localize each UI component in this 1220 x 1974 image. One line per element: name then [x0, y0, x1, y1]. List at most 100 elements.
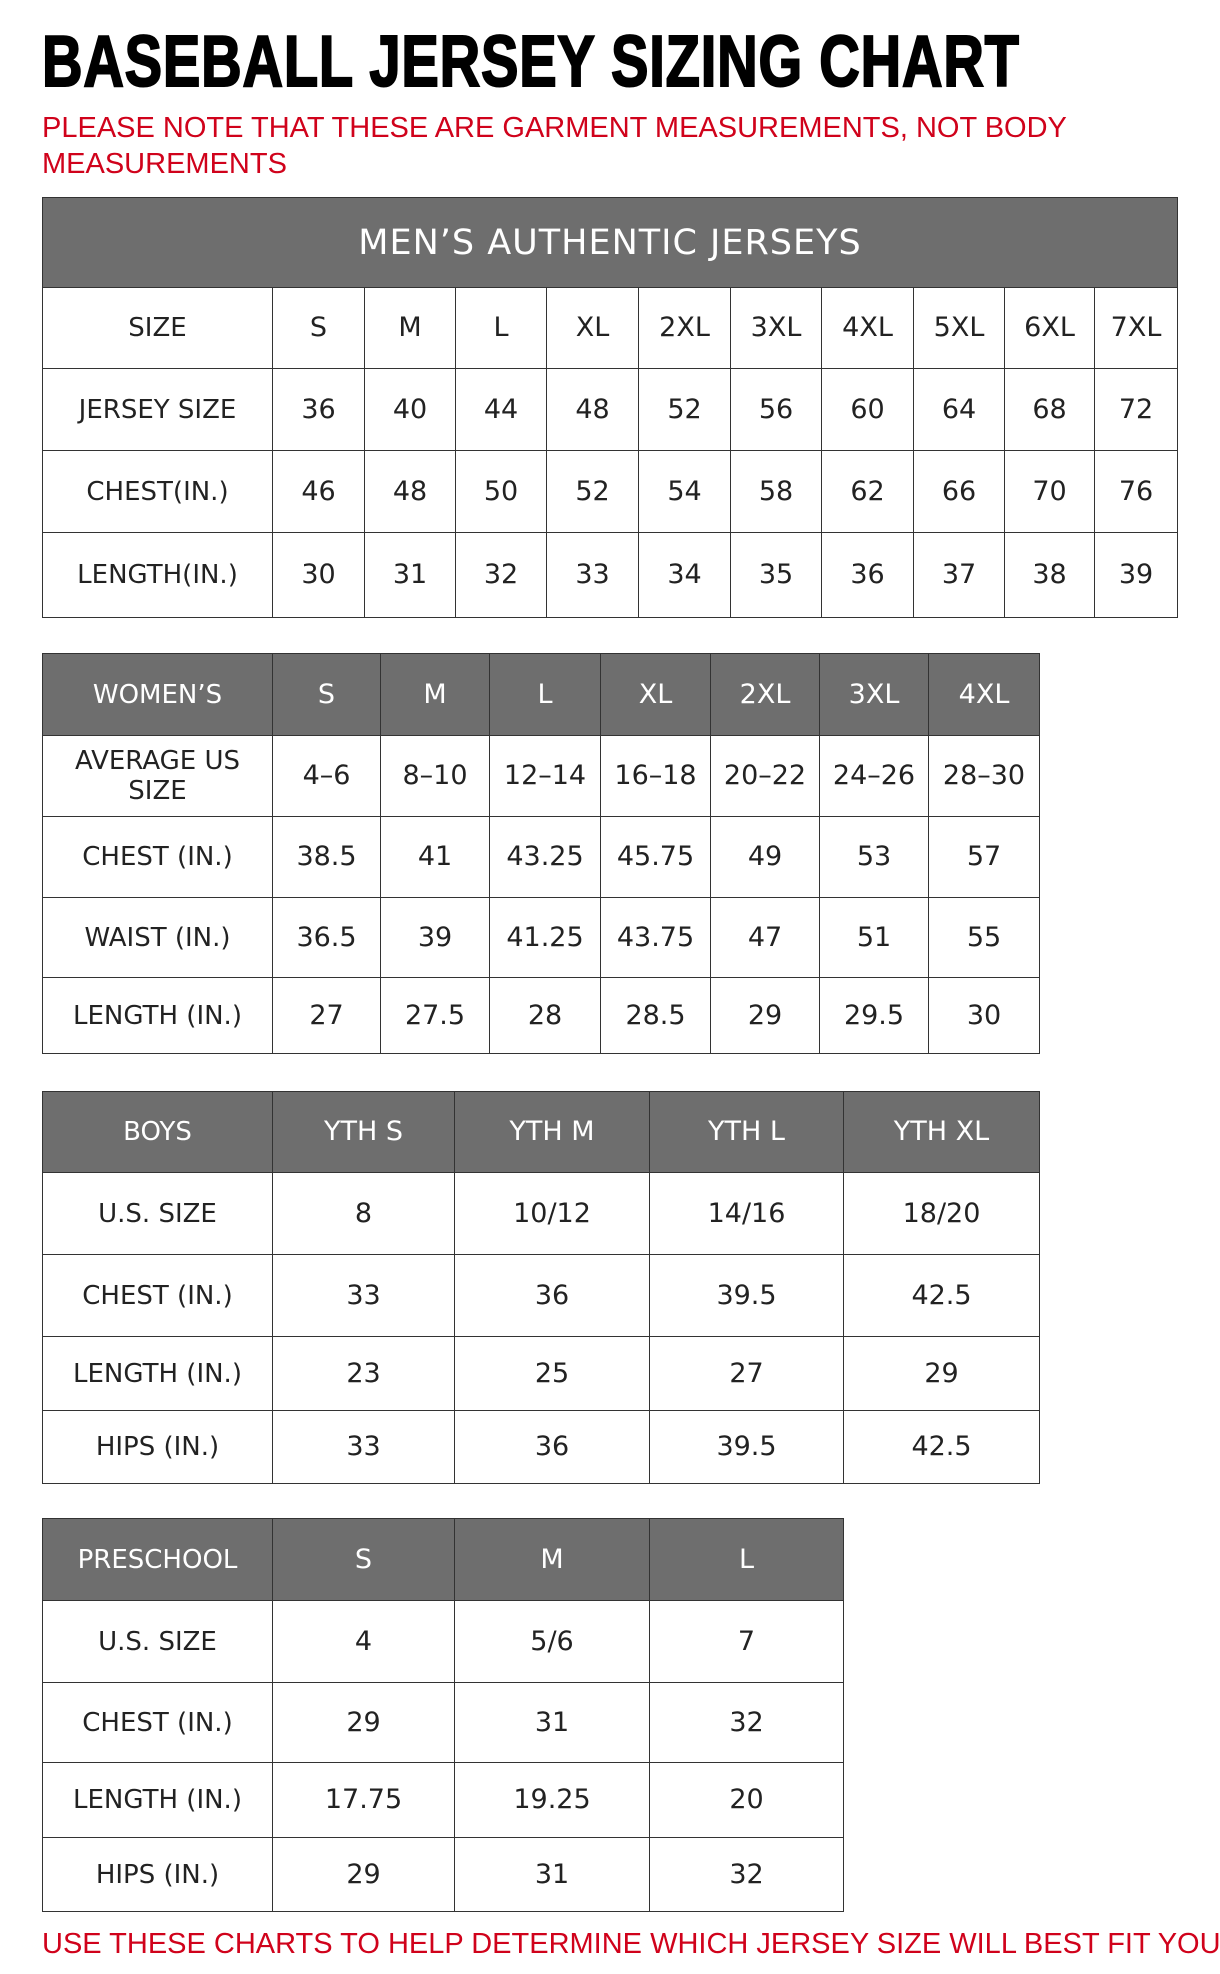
size-header-cell: 2XL [710, 653, 820, 736]
table-cell: 43.25 [489, 816, 601, 898]
page-title: BASEBALL JERSEY SIZING CHART [41, 22, 1020, 102]
garment-measurement-note: PLEASE NOTE THAT THESE ARE GARMENT MEASU… [42, 112, 1067, 180]
table-cell: 33 [546, 532, 639, 618]
size-header-cell: 2XL [638, 287, 731, 369]
table-cell: 38 [1004, 532, 1095, 618]
table-cell: 8–10 [380, 735, 490, 817]
table-cell: 76 [1093, 450, 1179, 533]
row-label-cell: LENGTH (IN.) [42, 1762, 273, 1838]
size-header-cell: 7XL [1093, 287, 1179, 369]
table-cell: 10/12 [454, 1172, 650, 1255]
table-row: LENGTH(IN.) 30 31 32 33 34 35 36 37 38 39 [42, 532, 1179, 618]
size-header-cell: M [380, 653, 490, 736]
size-header-cell: XL [600, 653, 711, 736]
row-label-cell: LENGTH (IN.) [42, 977, 273, 1054]
table-cell: 36 [454, 1254, 650, 1337]
size-header-cell: L [649, 1518, 844, 1601]
table-cell: 30 [272, 532, 365, 618]
table-cell: 27 [272, 977, 381, 1054]
table-cell: 5/6 [454, 1600, 650, 1683]
table-cell: 24–26 [819, 735, 929, 817]
table-cell: 20–22 [710, 735, 820, 817]
table-cell: 36 [454, 1410, 650, 1484]
table-cell: 28 [489, 977, 601, 1054]
table-caption-row: MEN’S AUTHENTIC JERSEYS [41, 197, 1179, 288]
table-cell: 25 [454, 1336, 650, 1411]
size-header-cell: L [489, 653, 601, 736]
table-cell: 31 [364, 532, 456, 618]
row-label-cell: HIPS (IN.) [42, 1410, 273, 1484]
size-header-cell: S [272, 287, 365, 369]
table-cell: 33 [272, 1410, 455, 1484]
table-cell: 49 [710, 816, 820, 898]
table-cell: 31 [454, 1682, 650, 1763]
table-cell: 39 [380, 897, 490, 978]
table-row: HIPS (IN.) 29 31 32 [42, 1837, 844, 1912]
table-row: CHEST (IN.) 38.5 41 43.25 45.75 49 53 57 [42, 816, 1040, 898]
row-label-cell: CHEST (IN.) [42, 1254, 273, 1337]
size-header-cell: 4XL [821, 287, 914, 369]
table-cell: 27 [649, 1336, 844, 1411]
table-cell: 27.5 [380, 977, 490, 1054]
table-cell: 7 [649, 1600, 844, 1683]
table-cell: 18/20 [843, 1172, 1040, 1255]
table-header-row: BOYS YTH S YTH M YTH L YTH XL [42, 1091, 1040, 1173]
table-row: AVERAGE US SIZE 4–6 8–10 12–14 16–18 20–22 24–… [42, 735, 1040, 817]
row-label-cell: LENGTH(IN.) [42, 532, 273, 618]
table-cell: 36.5 [272, 897, 381, 978]
size-header-cell: 3XL [730, 287, 822, 369]
size-header-cell: YTH L [649, 1091, 844, 1173]
row-label-cell: WAIST (IN.) [42, 897, 273, 978]
size-header-cell: S [272, 653, 381, 736]
row-label-cell: LENGTH (IN.) [42, 1336, 273, 1411]
table-row: CHEST (IN.) 29 31 32 [42, 1682, 844, 1763]
table-cell: 41 [380, 816, 490, 898]
table-cell: 66 [913, 450, 1005, 533]
table-cell: 29 [272, 1682, 455, 1763]
table-cell: 29.5 [819, 977, 929, 1054]
size-header-cell: 6XL [1004, 287, 1095, 369]
table-cell: 51 [819, 897, 929, 978]
table-cell: 16–18 [600, 735, 711, 817]
table-cell: 35 [730, 532, 822, 618]
size-header-cell: 5XL [913, 287, 1005, 369]
table-cell: 52 [638, 368, 731, 451]
table-header-row: WOMEN’S S M L XL 2XL 3XL 4XL [42, 653, 1040, 736]
table-cell: 54 [638, 450, 731, 533]
table-row: LENGTH (IN.) 17.75 19.25 20 [42, 1762, 844, 1838]
size-header-cell: YTH M [454, 1091, 650, 1173]
table-cell: 23 [272, 1336, 455, 1411]
table-cell: 33 [272, 1254, 455, 1337]
table-row: U.S. SIZE 4 5/6 7 [42, 1600, 844, 1683]
table-cell: 58 [730, 450, 822, 533]
mens-authentic-jerseys-table: MEN’S AUTHENTIC JERSEYS SIZE S M L XL 2XL 3XL 4X… [41, 197, 1179, 618]
size-header-cell: M [364, 287, 456, 369]
table-cell: 38.5 [272, 816, 381, 898]
size-header-cell: L [455, 287, 547, 369]
row-label-cell: PRESCHOOL [42, 1518, 273, 1601]
size-header-cell: 3XL [819, 653, 929, 736]
table-cell: 29 [710, 977, 820, 1054]
table-cell: 48 [364, 450, 456, 533]
size-header-cell: S [272, 1518, 455, 1601]
table-row: HIPS (IN.) 33 36 39.5 42.5 [42, 1410, 1040, 1484]
table-cell: 36 [821, 532, 914, 618]
table-row: LENGTH (IN.) 23 25 27 29 [42, 1336, 1040, 1411]
table-cell: 12–14 [489, 735, 601, 817]
table-row: CHEST (IN.) 33 36 39.5 42.5 [42, 1254, 1040, 1337]
size-header-cell: YTH XL [843, 1091, 1040, 1173]
table-cell: 47 [710, 897, 820, 978]
table-cell: 17.75 [272, 1762, 455, 1838]
table-cell: 39.5 [649, 1410, 844, 1484]
table-cell: 34 [638, 532, 731, 618]
table-cell: 53 [819, 816, 929, 898]
table-cell: 29 [272, 1837, 455, 1912]
table-cell: 62 [821, 450, 914, 533]
table-cell: 19.25 [454, 1762, 650, 1838]
table-cell: 37 [913, 532, 1005, 618]
table-cell: 52 [546, 450, 639, 533]
preschool-size-table: PRESCHOOL S M L U.S. SIZE 4 5/6 7 CHEST (IN.) 29 3… [42, 1518, 844, 1912]
row-label-cell: WOMEN’S [42, 653, 273, 736]
table-row: JERSEY SIZE 36 40 44 48 52 56 60 64 68 72 [42, 368, 1179, 451]
size-header-cell: 4XL [928, 653, 1040, 736]
